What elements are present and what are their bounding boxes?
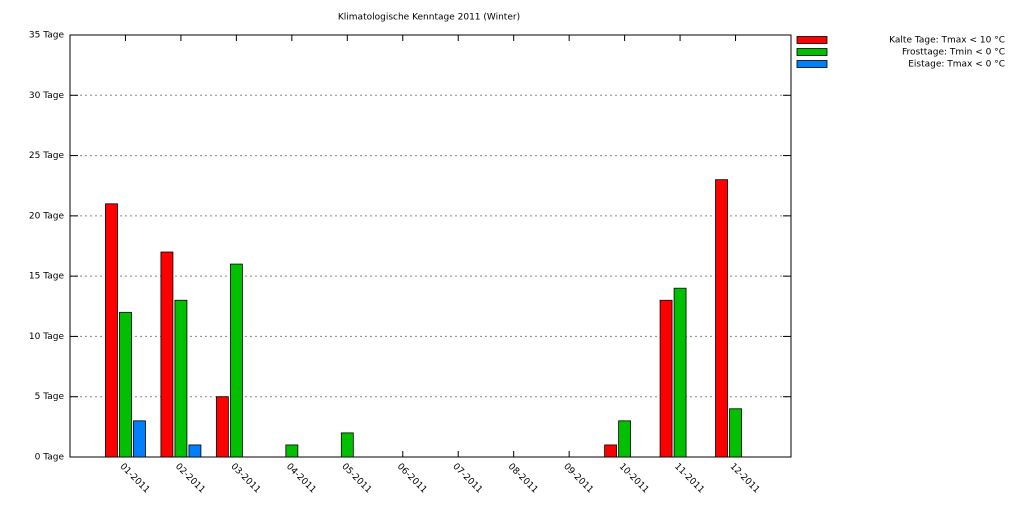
- bar: [215, 396, 229, 458]
- bar: [659, 299, 673, 458]
- x-tick-label: 03-2011: [228, 462, 262, 496]
- x-tick-label: 11-2011: [672, 462, 706, 496]
- y-tick-label: 5 Tage: [35, 392, 65, 402]
- x-tick-label: 05-2011: [339, 462, 373, 496]
- y-tick-label: 15 Tage: [29, 272, 65, 282]
- bar: [174, 299, 188, 458]
- chart-title: Klimatologische Kenntage 2011 (Winter): [338, 13, 520, 23]
- plot-frame: [69, 34, 792, 458]
- x-tick-label: 08-2011: [506, 462, 540, 496]
- legend-label: Kalte Tage: Tmax < 10 °C: [889, 36, 1005, 46]
- legend-swatch: [796, 60, 828, 68]
- legend-swatch: [796, 36, 828, 44]
- y-tick-label: 35 Tage: [29, 31, 65, 41]
- x-tick-label: 09-2011: [561, 462, 595, 496]
- y-tick-label: 25 Tage: [29, 151, 65, 161]
- bar: [715, 179, 728, 458]
- bar: [105, 203, 118, 458]
- x-tick-label: 01-2011: [118, 462, 152, 496]
- bar: [618, 420, 632, 458]
- bar: [229, 263, 243, 458]
- bar: [340, 432, 354, 458]
- x-tick-label: 02-2011: [173, 462, 207, 496]
- bar: [160, 251, 174, 458]
- x-tick-label: 06-2011: [395, 462, 429, 496]
- y-tick-label: 0 Tage: [35, 453, 65, 463]
- x-tick-label: 07-2011: [450, 462, 484, 496]
- bar: [119, 311, 132, 458]
- bar: [188, 444, 202, 458]
- bar: [729, 408, 742, 458]
- bar: [285, 444, 299, 458]
- bar: [673, 287, 687, 458]
- y-tick-label: 10 Tage: [29, 332, 65, 342]
- x-tick-label: 04-2011: [284, 462, 318, 496]
- bar: [133, 420, 146, 458]
- legend-label: Frosttage: Tmin < 0 °C: [902, 48, 1005, 58]
- legend-swatch: [796, 48, 828, 56]
- legend-label: Eistage: Tmax < 0 °C: [908, 60, 1005, 70]
- x-tick-label: 10-2011: [617, 462, 651, 496]
- bar: [604, 444, 618, 458]
- y-tick-label: 30 Tage: [29, 91, 65, 101]
- y-tick-label: 20 Tage: [29, 211, 65, 221]
- x-tick-label: 12-2011: [728, 462, 762, 496]
